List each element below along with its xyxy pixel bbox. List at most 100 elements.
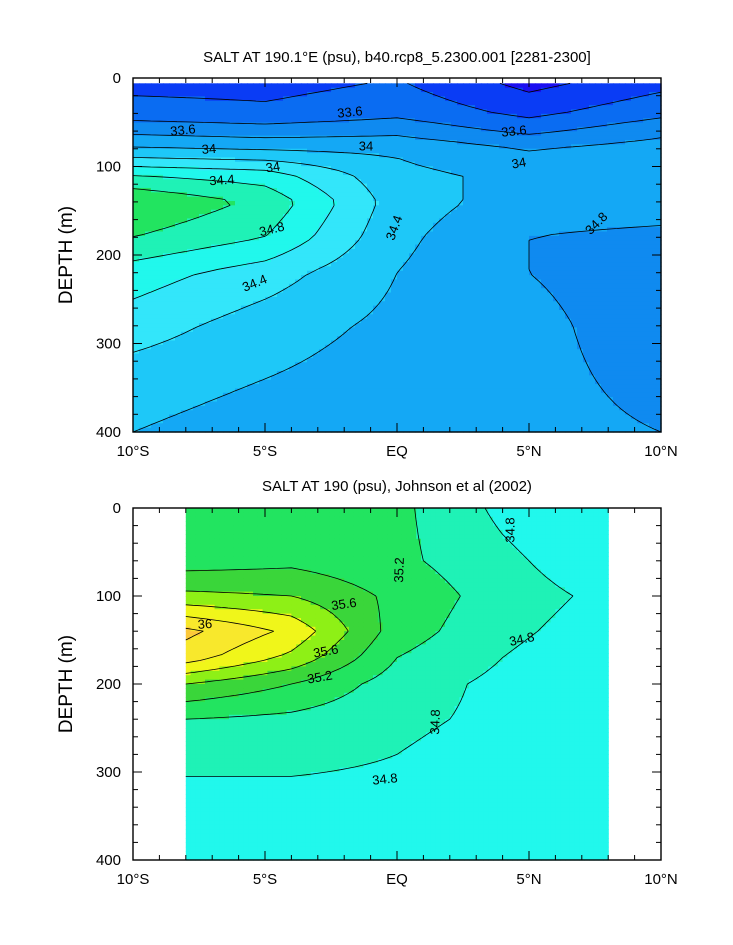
field-cell [247, 122, 254, 128]
field-cell [433, 314, 440, 320]
field-cell [499, 375, 506, 381]
field-cell [307, 397, 314, 403]
field-cell [139, 397, 146, 403]
field-cell [415, 318, 422, 324]
field-cell [319, 379, 326, 385]
field-cell [493, 292, 500, 298]
field-cell [343, 144, 350, 150]
field-cell [487, 288, 494, 294]
field-cell [403, 309, 410, 315]
field-cell [199, 126, 206, 132]
field-cell [253, 135, 260, 141]
field-cell [265, 410, 272, 416]
field-cell [427, 244, 434, 250]
field-cell [295, 323, 302, 328]
field-cell [325, 331, 332, 337]
field-cell [157, 148, 164, 154]
field-cell [343, 301, 350, 307]
field-cell [235, 388, 242, 394]
field-cell [307, 126, 314, 132]
field-cell [259, 366, 266, 372]
field-cell [493, 187, 500, 193]
field-cell [217, 357, 224, 363]
field-cell [151, 327, 158, 333]
field-cell [463, 270, 470, 276]
field-cell [229, 126, 236, 132]
field-cell [181, 283, 188, 289]
field-cell [133, 166, 140, 172]
field-cell [295, 157, 302, 163]
field-cell [319, 131, 326, 137]
field-cell [349, 240, 356, 246]
field-cell [331, 283, 338, 289]
field-cell [421, 405, 428, 411]
field-cell [247, 166, 254, 172]
field-cell [391, 362, 398, 368]
field-cell [427, 170, 434, 176]
field-cell [343, 126, 350, 132]
field-cell [325, 248, 332, 254]
field-cell [373, 166, 380, 172]
field-cell [229, 288, 236, 294]
field-cell [451, 309, 458, 315]
field-cell [421, 235, 428, 241]
field-cell [457, 205, 464, 211]
field-cell [319, 222, 326, 228]
field-cell [409, 344, 416, 350]
field-cell [505, 192, 512, 198]
field-cell [493, 179, 500, 185]
field-cell [313, 231, 320, 237]
field-cell [361, 357, 368, 363]
field-cell [439, 283, 446, 289]
field-cell [493, 118, 500, 124]
field-cell [187, 126, 194, 132]
field-cell [397, 222, 404, 228]
field-cell [355, 397, 362, 403]
field-cell [217, 353, 224, 359]
field-cell [217, 144, 224, 150]
field-cell [331, 253, 338, 259]
field-cell [217, 105, 224, 111]
field-cell [217, 270, 224, 276]
field-cell [469, 427, 476, 433]
field-cell [295, 270, 302, 276]
field-cell [469, 183, 476, 189]
field-cell [235, 200, 242, 206]
field-cell [199, 148, 206, 154]
field-cell [217, 323, 224, 328]
field-cell [433, 157, 440, 163]
field-cell [283, 292, 290, 298]
field-cell [151, 257, 158, 263]
field-cell [481, 196, 488, 202]
field-cell [223, 366, 230, 372]
field-cell [499, 283, 506, 289]
field-cell [415, 357, 422, 363]
field-cell [391, 270, 398, 276]
field-cell [301, 257, 308, 263]
field-cell [199, 288, 206, 294]
field-cell [253, 388, 260, 394]
field-cell [157, 139, 164, 145]
field-cell [253, 349, 260, 355]
field-cell [385, 279, 392, 285]
field-cell [403, 305, 410, 311]
field-cell [283, 144, 290, 150]
field-cell [277, 179, 284, 185]
field-cell [151, 405, 158, 411]
field-cell [499, 309, 506, 315]
field-cell [493, 113, 500, 119]
field-cell [265, 205, 272, 211]
field-cell [415, 296, 422, 302]
field-cell [397, 362, 404, 368]
field-cell [253, 279, 260, 285]
field-cell [445, 144, 452, 150]
field-cell [265, 131, 272, 137]
field-cell [325, 340, 332, 346]
field-cell [295, 240, 302, 246]
field-cell [301, 384, 308, 390]
field-cell [313, 240, 320, 246]
field-cell [205, 266, 212, 272]
field-cell [451, 227, 458, 233]
field-cell [169, 279, 176, 285]
field-cell [469, 214, 476, 220]
